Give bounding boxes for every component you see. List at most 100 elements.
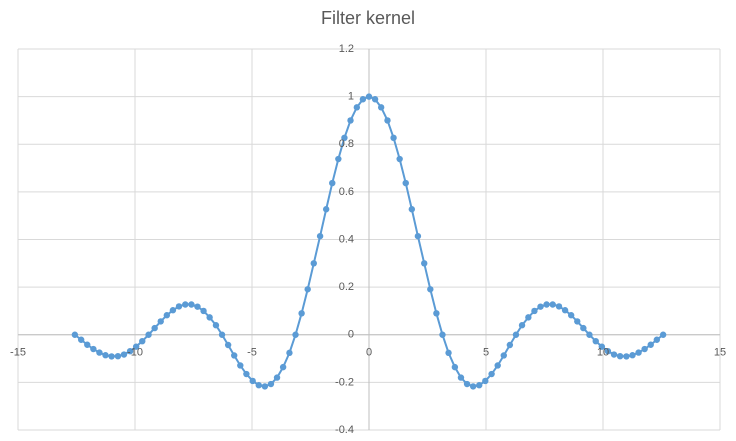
x-tick-label: 5 [483, 347, 489, 359]
data-point [580, 324, 587, 332]
data-point [304, 286, 311, 293]
data-point [206, 314, 213, 321]
data-point [500, 352, 507, 359]
x-tick-label: 0 [366, 347, 372, 359]
data-point [298, 310, 305, 317]
data-point [384, 117, 391, 124]
data-point [482, 377, 489, 385]
data-point [457, 374, 465, 381]
data-point [371, 96, 379, 103]
data-point [310, 260, 317, 267]
data-point [322, 206, 330, 213]
data-point [592, 337, 599, 345]
data-point [341, 134, 348, 142]
data-point [408, 206, 416, 213]
data-point [96, 349, 103, 356]
data-point [273, 374, 281, 381]
x-tick-label: 10 [597, 347, 609, 359]
data-point [439, 331, 446, 338]
y-tick-label: 0 [348, 329, 354, 341]
x-tick-label: -5 [247, 347, 257, 359]
data-point [335, 155, 342, 163]
data-point [132, 343, 140, 350]
data-point [604, 347, 612, 355]
data-point [224, 341, 232, 349]
data-point [629, 352, 636, 359]
data-point [421, 260, 428, 267]
data-point [402, 179, 409, 187]
data-point [653, 336, 661, 343]
data-point [506, 341, 514, 349]
data-point [635, 349, 642, 356]
data-point [561, 307, 569, 314]
data-point [641, 345, 648, 353]
data-point [525, 314, 532, 321]
data-point [329, 179, 336, 187]
data-point [231, 352, 238, 359]
data-point [610, 351, 618, 358]
data-point [267, 380, 275, 388]
data-point [279, 363, 287, 371]
data-point [616, 352, 624, 360]
x-tick-label: -15 [10, 347, 26, 359]
data-point [194, 303, 201, 310]
data-point [463, 380, 471, 388]
y-tick-label: 0.8 [339, 138, 354, 150]
data-point [71, 331, 79, 338]
data-point [518, 322, 526, 329]
data-point [218, 331, 226, 338]
data-point [531, 307, 538, 315]
data-point [427, 286, 434, 293]
data-point [598, 343, 606, 350]
data-point [549, 301, 556, 308]
data-point [488, 370, 495, 378]
data-point [102, 352, 109, 359]
data-point [200, 307, 207, 315]
data-point [537, 303, 544, 310]
y-tick-label: 1.2 [339, 43, 354, 55]
data-point [261, 383, 269, 390]
data-point [212, 322, 220, 329]
grid [17, 48, 721, 431]
data-point [390, 134, 397, 142]
data-point [316, 232, 324, 240]
data-point [543, 301, 550, 308]
data-point [623, 353, 630, 360]
data-point [120, 351, 128, 358]
data-point [359, 96, 367, 103]
y-tick-label: -0.2 [335, 376, 354, 388]
data-point [188, 301, 195, 308]
data-point [586, 331, 593, 338]
data-point [108, 353, 115, 360]
y-tick-label: -0.4 [335, 424, 354, 436]
data-point [476, 382, 483, 389]
data-point [292, 331, 299, 338]
y-tick-label: 0.4 [339, 233, 354, 245]
data-point [163, 312, 171, 319]
data-point [414, 232, 422, 240]
data-point [494, 362, 501, 369]
data-point [249, 377, 256, 385]
data-point [151, 324, 158, 332]
data-point [243, 370, 250, 378]
data-point [512, 331, 520, 338]
data-point [567, 312, 575, 319]
data-point [365, 93, 373, 100]
data-point [182, 301, 189, 308]
data-point [574, 318, 581, 325]
data-point [555, 303, 563, 310]
data-point [157, 318, 164, 325]
data-point [433, 310, 440, 317]
chart-title: Filter kernel [321, 8, 415, 28]
data-point [377, 104, 385, 111]
data-point [396, 155, 403, 163]
data-point [90, 345, 97, 353]
data-point [237, 362, 244, 369]
data-point [126, 347, 134, 355]
plot [71, 93, 667, 390]
data-point [175, 303, 183, 310]
data-point [659, 331, 667, 338]
y-tick-label: 0.6 [339, 186, 354, 198]
